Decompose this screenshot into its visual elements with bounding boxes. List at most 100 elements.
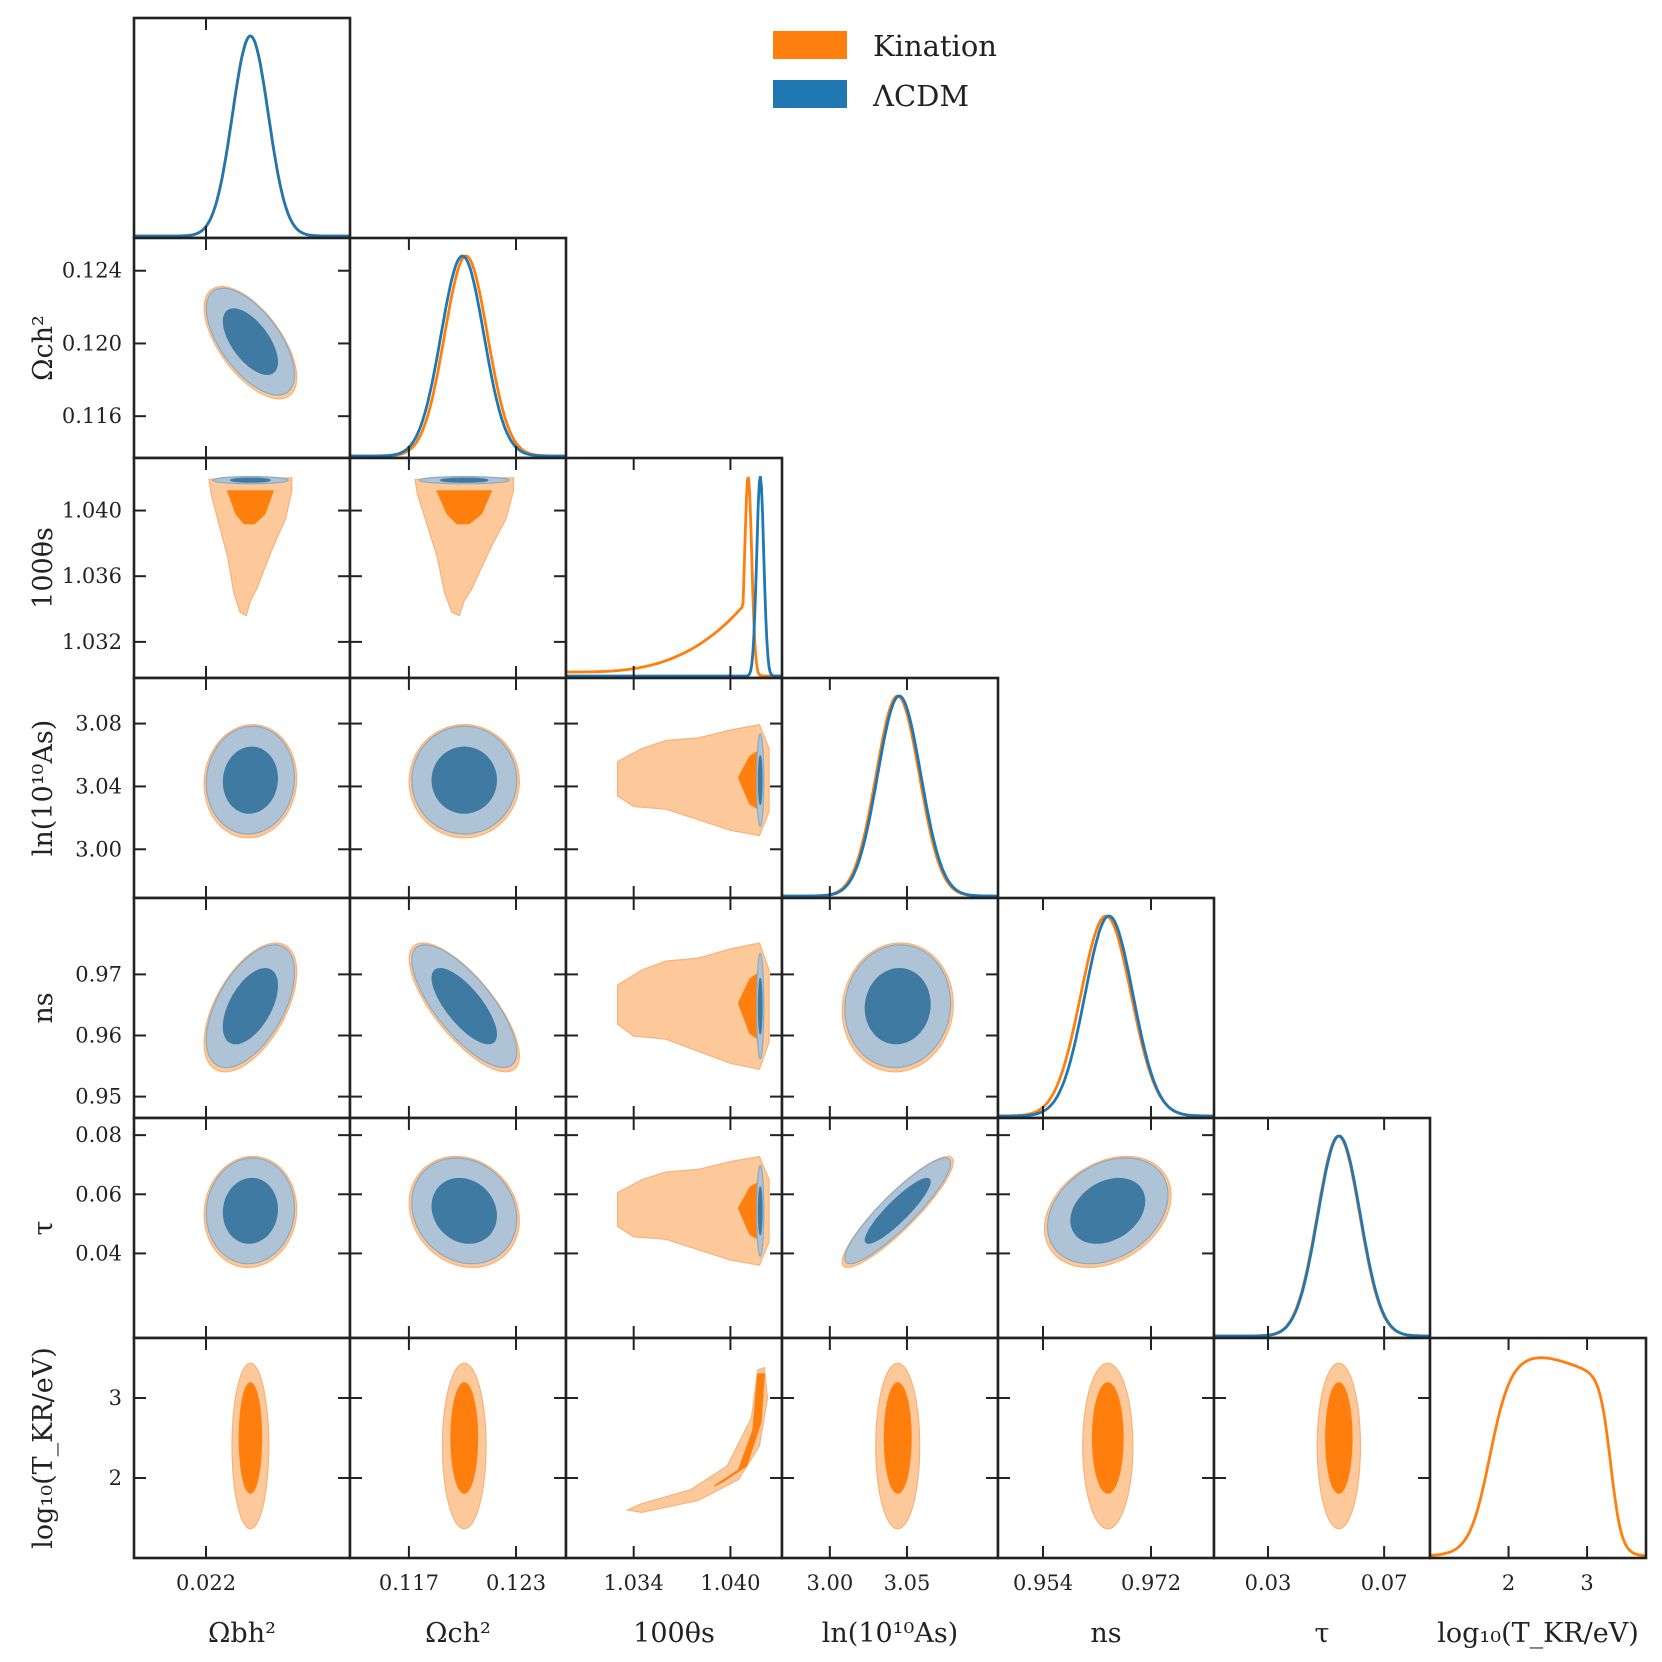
x-axis-label: log₁₀(T_KR/eV) [1437, 1618, 1638, 1649]
contour-lcdm-68 [757, 754, 763, 806]
x-axis-label: Ωch² [425, 1618, 491, 1649]
y-tick-label: 3.08 [75, 712, 122, 736]
y-tick-label: 0.08 [75, 1123, 122, 1147]
panel-4-4 [996, 896, 1216, 1120]
legend: Kination ΛCDM [773, 29, 997, 113]
contour-kination-95 [617, 1155, 770, 1266]
x-axis-label: ln(10¹⁰As) [822, 1618, 958, 1649]
panel-2-1 [348, 456, 568, 680]
y-tick-label: 0.97 [75, 962, 122, 986]
contour-group [414, 476, 515, 617]
panel-3-2 [564, 676, 784, 900]
panel-frame [1428, 1336, 1648, 1560]
x-tick-label: 1.034 [604, 1571, 664, 1595]
x-tick-label: 3 [1580, 1571, 1593, 1595]
legend-label-kination: Kination [873, 29, 997, 63]
panel-3-3 [780, 676, 1000, 900]
contour-kination-68 [450, 1382, 479, 1494]
panel-1-0: 0.116 0.120 0.124 Ωch² [28, 236, 352, 460]
y-tick-label: 3.00 [75, 837, 122, 861]
contour-group [841, 1155, 954, 1269]
marginal-lcdm [134, 34, 350, 238]
x-tick-label: 0.117 [379, 1571, 439, 1595]
x-tick-label: 0.022 [176, 1571, 236, 1595]
contour-group [1044, 1155, 1172, 1268]
panel-6-5: 0.03 0.07 τ [1212, 1336, 1432, 1649]
contour-lcdm-68 [222, 746, 279, 814]
marginal-kination [566, 476, 782, 678]
x-tick-label: 0.972 [1121, 1571, 1181, 1595]
contour-kination-95 [414, 477, 515, 617]
panel-background [1430, 1338, 1646, 1558]
panel-4-0: 0.95 0.96 0.97 ns [28, 896, 352, 1120]
x-tick-label: 0.07 [1361, 1571, 1408, 1595]
y-tick-label: 2 [109, 1466, 122, 1490]
contour-group [203, 285, 298, 400]
y-tick-label: 0.06 [75, 1182, 122, 1206]
legend-swatch-kination [773, 31, 847, 59]
y-tick-label: 0.95 [75, 1085, 122, 1109]
marginal-lcdm [998, 914, 1214, 1118]
contour-group [203, 942, 298, 1073]
panel-6-0: 0.022 Ωbh² 2 3 log₁₀(T_KR/eV) [28, 1336, 352, 1649]
contour-group [841, 942, 954, 1073]
panel-5-0: 0.04 0.06 0.08 τ [28, 1116, 352, 1340]
contour-group [231, 1362, 270, 1530]
y-axis-label: Ωch² [28, 315, 59, 381]
contour-lcdm-68 [229, 477, 271, 483]
y-tick-label: 1.036 [62, 564, 122, 588]
y-axis-label: 100θs [28, 527, 59, 609]
contour-kination-68 [1325, 1382, 1353, 1494]
x-tick-label: 3.00 [806, 1571, 853, 1595]
y-axis-label: ns [28, 992, 59, 1023]
legend-label-lcdm: ΛCDM [872, 79, 969, 113]
panel-2-2 [564, 456, 784, 680]
panel-0-0 [132, 16, 352, 240]
marginal-lcdm [782, 694, 998, 898]
contour-group [408, 942, 520, 1073]
contour-group [617, 724, 770, 837]
contour-lcdm-68 [757, 977, 763, 1035]
y-tick-label: 0.96 [75, 1024, 122, 1048]
y-tick-label: 3 [109, 1386, 122, 1410]
panel-4-3 [780, 896, 1000, 1120]
contour-lcdm-68 [222, 1177, 279, 1244]
x-tick-label: 2 [1502, 1571, 1515, 1595]
y-tick-label: 1.032 [62, 630, 122, 654]
contour-group [208, 476, 293, 617]
x-axis-label: 100θs [633, 1618, 715, 1649]
panel-4-2 [564, 896, 784, 1120]
x-tick-label: 3.05 [884, 1571, 931, 1595]
contour-kination-68 [883, 1382, 912, 1494]
panel-1-1 [348, 236, 568, 460]
contour-group [441, 1362, 487, 1530]
contour-group [203, 1155, 298, 1269]
panel-3-0: 3.00 3.04 3.08 ln(10¹⁰As) [28, 676, 352, 900]
panel-5-3 [780, 1116, 1000, 1340]
y-tick-label: 0.120 [62, 331, 122, 355]
contour-group [408, 723, 521, 839]
marginal-lcdm [1214, 1134, 1430, 1338]
contour-kination-95 [625, 1366, 769, 1514]
x-axis-label: Ωbh² [208, 1618, 276, 1649]
panel-5-1 [348, 1116, 568, 1340]
contour-kination-68 [238, 1382, 263, 1494]
contour-lcdm-68 [431, 746, 498, 814]
y-axis-label: ln(10¹⁰As) [28, 720, 59, 856]
panel-background [350, 238, 566, 458]
contour-group [203, 724, 298, 839]
contour-group [1082, 1362, 1134, 1530]
contour-kination-95 [208, 477, 293, 617]
y-axis-label: τ [28, 1221, 59, 1236]
panel-5-4 [996, 1116, 1216, 1340]
panel-background [1214, 1118, 1430, 1338]
x-tick-label: 0.954 [1013, 1571, 1073, 1595]
contour-lcdm-68 [864, 967, 931, 1045]
x-tick-label: 0.03 [1245, 1571, 1292, 1595]
contour-kination-68 [713, 1373, 765, 1487]
contour-group [617, 942, 770, 1070]
contour-group [408, 1155, 520, 1269]
